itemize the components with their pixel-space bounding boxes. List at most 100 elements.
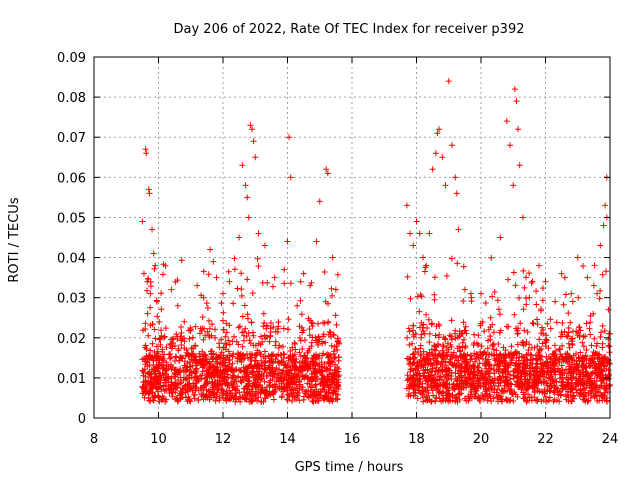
data-point-bulk xyxy=(477,322,484,329)
data-point-bulk xyxy=(245,315,251,322)
data-point-bulk xyxy=(240,337,247,344)
data-point-bulk xyxy=(167,351,174,358)
data-point-bulk xyxy=(547,316,554,323)
data-point-bulk xyxy=(140,327,147,334)
data-point-bulk xyxy=(228,380,235,387)
data-point-bulk xyxy=(285,316,292,323)
data-point-bulk xyxy=(157,341,164,348)
data-point-bulk xyxy=(331,343,338,350)
data-point-bulk xyxy=(443,344,450,351)
data-point-bulk xyxy=(208,321,215,328)
data-point-bulk xyxy=(599,271,606,278)
data-point-bulk xyxy=(237,377,244,384)
data-point-bulk xyxy=(325,390,332,397)
data-point-bulk xyxy=(320,380,327,387)
data-point-bulk xyxy=(220,326,227,333)
data-point-bulk xyxy=(460,336,467,343)
data-point-bulk xyxy=(261,378,268,385)
data-point-bulk xyxy=(428,368,435,375)
data-point-bulk xyxy=(434,369,441,376)
data-point-bulk xyxy=(436,331,443,338)
data-point-bulk xyxy=(262,355,269,362)
data-point-bulk xyxy=(245,377,252,384)
data-point-bulk xyxy=(516,350,523,357)
data-point-bulk xyxy=(174,370,181,377)
data-point-bulk xyxy=(455,357,462,364)
data-point-bulk xyxy=(200,393,207,400)
data-point-bulk xyxy=(249,351,256,358)
data-point-bulk xyxy=(205,332,212,339)
data-point-bulk xyxy=(192,323,199,330)
data-point-bulk xyxy=(491,389,498,396)
data-point-bulk xyxy=(243,389,250,396)
data-point-bulk xyxy=(259,362,266,369)
data-point xyxy=(434,130,441,137)
data-point-bulk xyxy=(218,349,225,356)
data-point xyxy=(194,282,201,289)
data-point-bulk xyxy=(449,361,456,368)
data-point-bulk xyxy=(143,345,150,352)
data-point-bulk xyxy=(321,395,328,402)
data-point-bulk xyxy=(145,332,152,339)
data-point-bulk xyxy=(325,384,332,391)
x-axis-label: GPS time / hours xyxy=(295,460,404,475)
data-point-bulk xyxy=(591,393,598,400)
data-point-bulk xyxy=(312,377,319,384)
data-point-bulk xyxy=(589,370,596,377)
data-point-bulk xyxy=(464,369,471,376)
data-point-bulk xyxy=(534,316,541,323)
data-point-bulk xyxy=(409,340,416,347)
data-point-bulk xyxy=(336,372,343,379)
data-point-bulk xyxy=(406,328,413,335)
data-point-bulk xyxy=(227,395,234,402)
data-point-bulk xyxy=(544,368,551,375)
data-point-bulk xyxy=(568,383,575,390)
data-point-bulk xyxy=(160,261,167,268)
data-point-bulk xyxy=(157,335,164,342)
data-point-bulk xyxy=(155,362,162,369)
data-point-bulk xyxy=(454,367,461,374)
data-point-bulk xyxy=(239,394,246,401)
data-point-bulk xyxy=(231,368,238,375)
data-point-bulk xyxy=(173,395,180,402)
y-tick-label: 0.01 xyxy=(57,372,86,387)
y-tick-label: 0 xyxy=(78,412,86,427)
data-point-bulk xyxy=(254,347,261,354)
data-point-bulk xyxy=(242,325,249,332)
data-point-bulk xyxy=(270,396,277,403)
data-point-bulk xyxy=(576,332,583,339)
data-point-bulk xyxy=(522,341,529,348)
data-point-bulk xyxy=(308,279,315,286)
data-point-bulk xyxy=(452,335,459,342)
data-point-bulk xyxy=(414,362,421,369)
data-point-bulk xyxy=(306,325,313,332)
data-point-bulk xyxy=(228,375,235,382)
data-point-bulk xyxy=(271,371,278,378)
data-point-bulk xyxy=(556,356,563,363)
data-point-bulk xyxy=(335,376,342,383)
data-point-bulk xyxy=(186,335,193,342)
data-point-bulk xyxy=(410,331,417,338)
data-point-bulk xyxy=(470,341,477,348)
data-point-bulk xyxy=(260,310,267,317)
data-point-bulk xyxy=(144,287,151,294)
data-point-bulk xyxy=(193,385,200,392)
data-point-bulk xyxy=(267,319,274,326)
data-point-bulk xyxy=(322,298,329,305)
data-point-bulk xyxy=(501,359,508,366)
data-point-bulk xyxy=(500,389,507,396)
data-point-bulk xyxy=(158,327,165,334)
data-point-bulk xyxy=(523,301,530,308)
data-point xyxy=(323,166,330,173)
data-point-bulk xyxy=(243,333,250,340)
data-point-bulk xyxy=(147,374,154,381)
data-point-bulk xyxy=(152,393,159,400)
data-point-bulk xyxy=(302,353,309,360)
data-point-bulk xyxy=(224,367,231,374)
data-point-bulk xyxy=(248,397,255,404)
data-point-bulk xyxy=(309,374,316,381)
data-point-bulk xyxy=(547,367,554,374)
x-tick-label: 20 xyxy=(473,432,490,447)
data-point-bulk xyxy=(593,342,600,349)
data-point-bulk xyxy=(304,380,311,387)
